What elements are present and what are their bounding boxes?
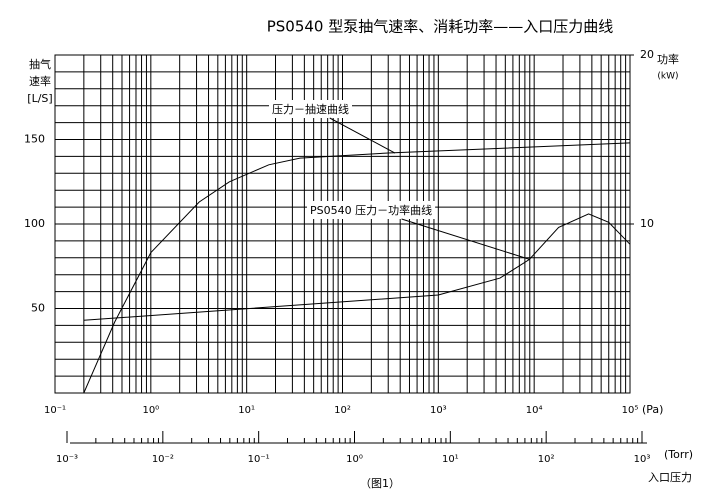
- series-label: PS0540 压力－功率曲线: [310, 203, 432, 217]
- x2-tick-label: 10⁰: [346, 454, 363, 465]
- y2-label: 功率: [657, 52, 679, 66]
- series-label: 压力－抽速曲线: [272, 102, 349, 116]
- y-label: 速率: [29, 74, 51, 88]
- x-tick-label: 10²: [334, 405, 351, 416]
- series-line: [83, 142, 631, 394]
- x2-tick-label: 10⁻¹: [248, 454, 270, 465]
- y-label: [L/S]: [27, 92, 52, 105]
- x2-tick-label: 10²: [538, 454, 555, 465]
- x-tick-label: 10⁵: [622, 405, 639, 416]
- x-unit: (Pa): [642, 403, 663, 416]
- series-line: [83, 213, 631, 321]
- x2-tick-label: 10⁻²: [152, 454, 174, 465]
- x-tick-label: 10⁻¹: [44, 405, 66, 416]
- leader-line: [401, 218, 531, 260]
- x2-tick-label: 10⁻³: [56, 454, 78, 465]
- y-tick-label: 150: [24, 133, 45, 146]
- x2-unit: (Torr): [664, 448, 693, 461]
- y-tick-label: 50: [31, 302, 45, 315]
- y-label: 抽气: [29, 57, 51, 71]
- x-tick-label: 10¹: [238, 405, 255, 416]
- x-tick-label: 10⁰: [142, 405, 159, 416]
- x-tick-label: 10⁴: [526, 405, 543, 416]
- leader-line: [329, 117, 396, 154]
- x2-tick-label: 10³: [634, 454, 651, 465]
- y2-tick-label: 20: [640, 48, 654, 61]
- label-bg: [307, 201, 436, 219]
- x2-label: 入口压力: [648, 471, 692, 484]
- y2-label: (kW): [657, 72, 678, 82]
- chart-title: PS0540 型泵抽气速率、消耗功率——入口压力曲线: [267, 18, 614, 36]
- y2-tick-label: 10: [640, 217, 654, 230]
- label-bg: [269, 100, 352, 118]
- x2-tick-label: 10¹: [442, 454, 459, 465]
- caption: （图1）: [360, 477, 400, 490]
- x-tick-label: 10³: [430, 405, 447, 416]
- y-tick-label: 100: [24, 217, 45, 230]
